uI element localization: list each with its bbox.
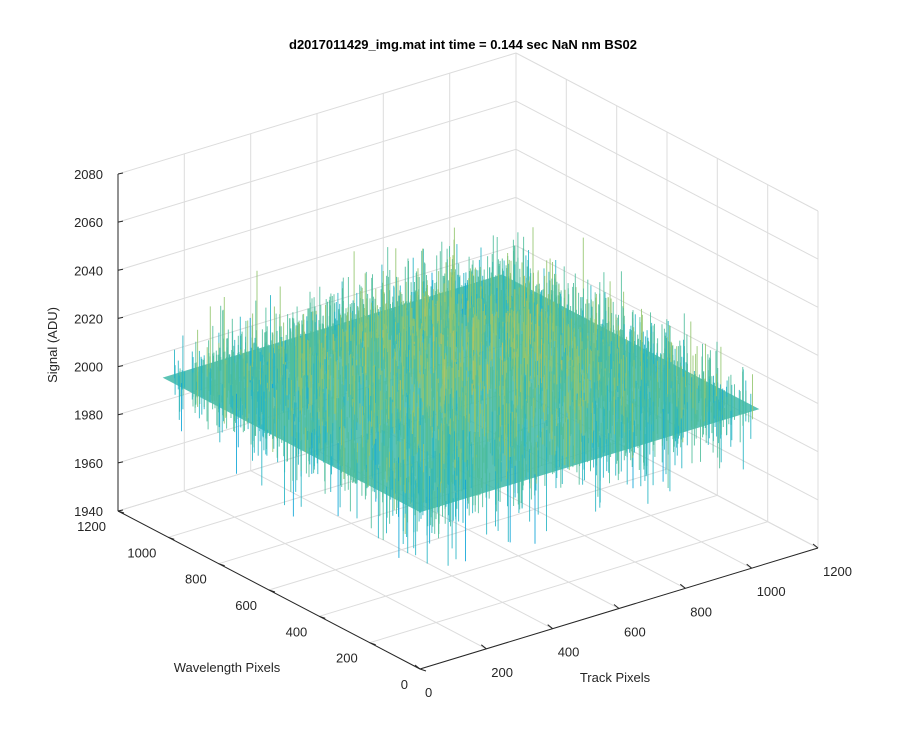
y-tick (419, 668, 427, 672)
z-tick-label: 2060 (74, 215, 103, 230)
y-tick-label: 600 (235, 598, 257, 613)
y-tick-label: 1200 (77, 519, 106, 534)
grid-line (515, 196, 819, 356)
x-tick (613, 604, 620, 609)
x-tick (414, 664, 421, 670)
grid-line (319, 494, 718, 617)
x-tick-label: 800 (690, 604, 712, 619)
x-tick-label: 0 (425, 685, 432, 700)
x-tick (746, 563, 753, 569)
x-axis-label: Track Pixels (580, 670, 651, 685)
y-tick-label: 0 (401, 677, 408, 692)
y-tick (168, 536, 175, 540)
y-tick (369, 642, 376, 646)
z-tick (117, 220, 124, 223)
grid-line (515, 148, 819, 308)
grid-line (369, 521, 768, 644)
y-tick-label: 200 (336, 651, 358, 666)
z-tick-label: 2020 (74, 311, 103, 326)
surface-plot (162, 227, 760, 566)
z-tick (117, 413, 124, 416)
tick-labels: 1940196019802000202020402060208002004006… (74, 167, 852, 700)
z-tick-label: 2080 (74, 167, 103, 182)
grid-line (117, 100, 517, 223)
x-tick (547, 624, 554, 630)
x-tick (480, 644, 487, 650)
chart-title: d2017011429_img.mat int time = 0.144 sec… (289, 37, 637, 52)
z-tick-label: 1980 (74, 408, 103, 423)
y-tick (319, 615, 326, 619)
z-tick (117, 365, 124, 368)
x-tick-label: 1000 (757, 584, 786, 599)
z-tick-label: 1940 (74, 504, 103, 519)
z-tick (117, 268, 124, 271)
grid-line (117, 52, 517, 175)
x-tick-label: 1200 (823, 564, 852, 579)
z-tick (117, 461, 124, 464)
z-tick-label: 2040 (74, 263, 103, 278)
grid-line (515, 100, 819, 260)
axes (117, 172, 819, 672)
y-tick-label: 800 (185, 572, 207, 587)
x-tick-label: 400 (558, 645, 580, 660)
grid-line (515, 52, 819, 212)
grid-line (117, 148, 517, 271)
x-tick (679, 583, 686, 589)
z-tick-label: 1960 (74, 456, 103, 471)
grid-line (117, 196, 517, 319)
y-tick-label: 1000 (127, 545, 156, 560)
y-tick-label: 400 (286, 624, 308, 639)
z-axis-label: Signal (ADU) (45, 307, 60, 383)
y-axis-label: Wavelength Pixels (174, 660, 281, 675)
y-tick (268, 589, 276, 593)
y-tick (117, 510, 125, 514)
z-tick-label: 2000 (74, 360, 103, 375)
z-tick (117, 172, 124, 175)
y-tick (218, 563, 225, 567)
z-tick (117, 316, 124, 319)
x-tick-label: 600 (624, 625, 646, 640)
x-tick-label: 200 (491, 665, 513, 680)
x-tick (812, 543, 819, 549)
